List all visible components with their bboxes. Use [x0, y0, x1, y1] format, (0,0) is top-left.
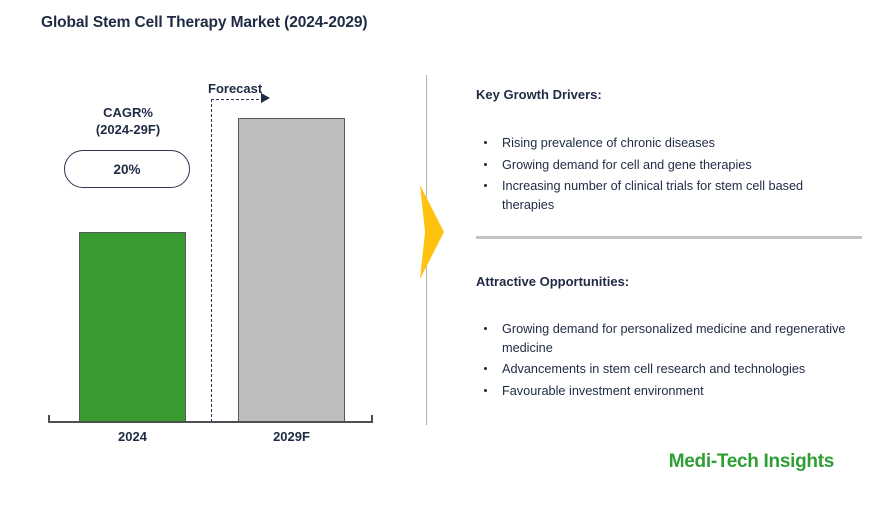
x-tick-label-2029f: 2029F [273, 429, 310, 444]
bar-chart-panel: CAGR% (2024-29F) 20% Forecast 2024 2029F [0, 0, 400, 515]
insights-panel: Key Growth Drivers: Rising prevalence of… [476, 0, 872, 515]
x-axis-line [48, 421, 373, 423]
list-item: Advancements in stem cell research and t… [476, 360, 856, 379]
cagr-value: 20% [113, 161, 141, 177]
list-item-label: Increasing number of clinical trials for… [502, 179, 804, 212]
chevron-right-arrow-icon [420, 185, 444, 279]
bar-2029f [238, 118, 345, 422]
list-item-label: Favourable investment environment [502, 383, 704, 398]
list-item-label: Growing demand for personalized medicine… [502, 322, 846, 355]
brand-logo: Medi-Tech Insights [668, 451, 835, 472]
x-axis-cap-right [371, 415, 373, 422]
cagr-label: CAGR% (2024-29F) [63, 104, 193, 138]
list-item: Favourable investment environment [476, 382, 856, 401]
forecast-label: Forecast [208, 81, 263, 96]
bullet-dot-icon [484, 367, 488, 371]
cagr-label-line2: (2024-29F) [95, 122, 161, 137]
bullet-dot-icon [484, 184, 488, 188]
list-item-label: Advancements in stem cell research and t… [502, 362, 806, 376]
list-item: Rising prevalence of chronic diseases [476, 134, 856, 153]
key-growth-drivers-heading: Key Growth Drivers: [476, 87, 602, 102]
key-growth-drivers-list: Rising prevalence of chronic diseases Gr… [476, 134, 856, 217]
attractive-opportunities-list: Growing demand for personalized medicine… [476, 320, 856, 403]
list-item-label: Growing demand for cell and gene therapi… [502, 157, 752, 172]
bar-2024 [79, 232, 186, 422]
bullet-dot-icon [484, 327, 488, 331]
list-item: Increasing number of clinical trials for… [476, 177, 856, 214]
bullet-dot-icon [484, 141, 488, 145]
bullet-dot-icon [484, 388, 488, 392]
page-title: Global Stem Cell Therapy Market (2024-20… [41, 14, 368, 31]
cagr-pill: 20% [64, 150, 190, 188]
attractive-opportunities-heading: Attractive Opportunities: [476, 274, 630, 289]
forecast-connector-horizontal [211, 99, 264, 100]
bullet-dot-icon [484, 162, 488, 166]
x-axis-cap-left [48, 415, 50, 422]
forecast-divider-dashed-line [211, 99, 212, 422]
section-divider [476, 236, 862, 239]
list-item-label: Rising prevalence of chronic diseases [502, 136, 715, 150]
list-item: Growing demand for cell and gene therapi… [476, 156, 856, 175]
forecast-arrow-icon [261, 93, 270, 103]
list-item: Growing demand for personalized medicine… [476, 320, 856, 357]
cagr-label-line1: CAGR% [103, 105, 153, 120]
x-tick-label-2024: 2024 [118, 429, 147, 444]
